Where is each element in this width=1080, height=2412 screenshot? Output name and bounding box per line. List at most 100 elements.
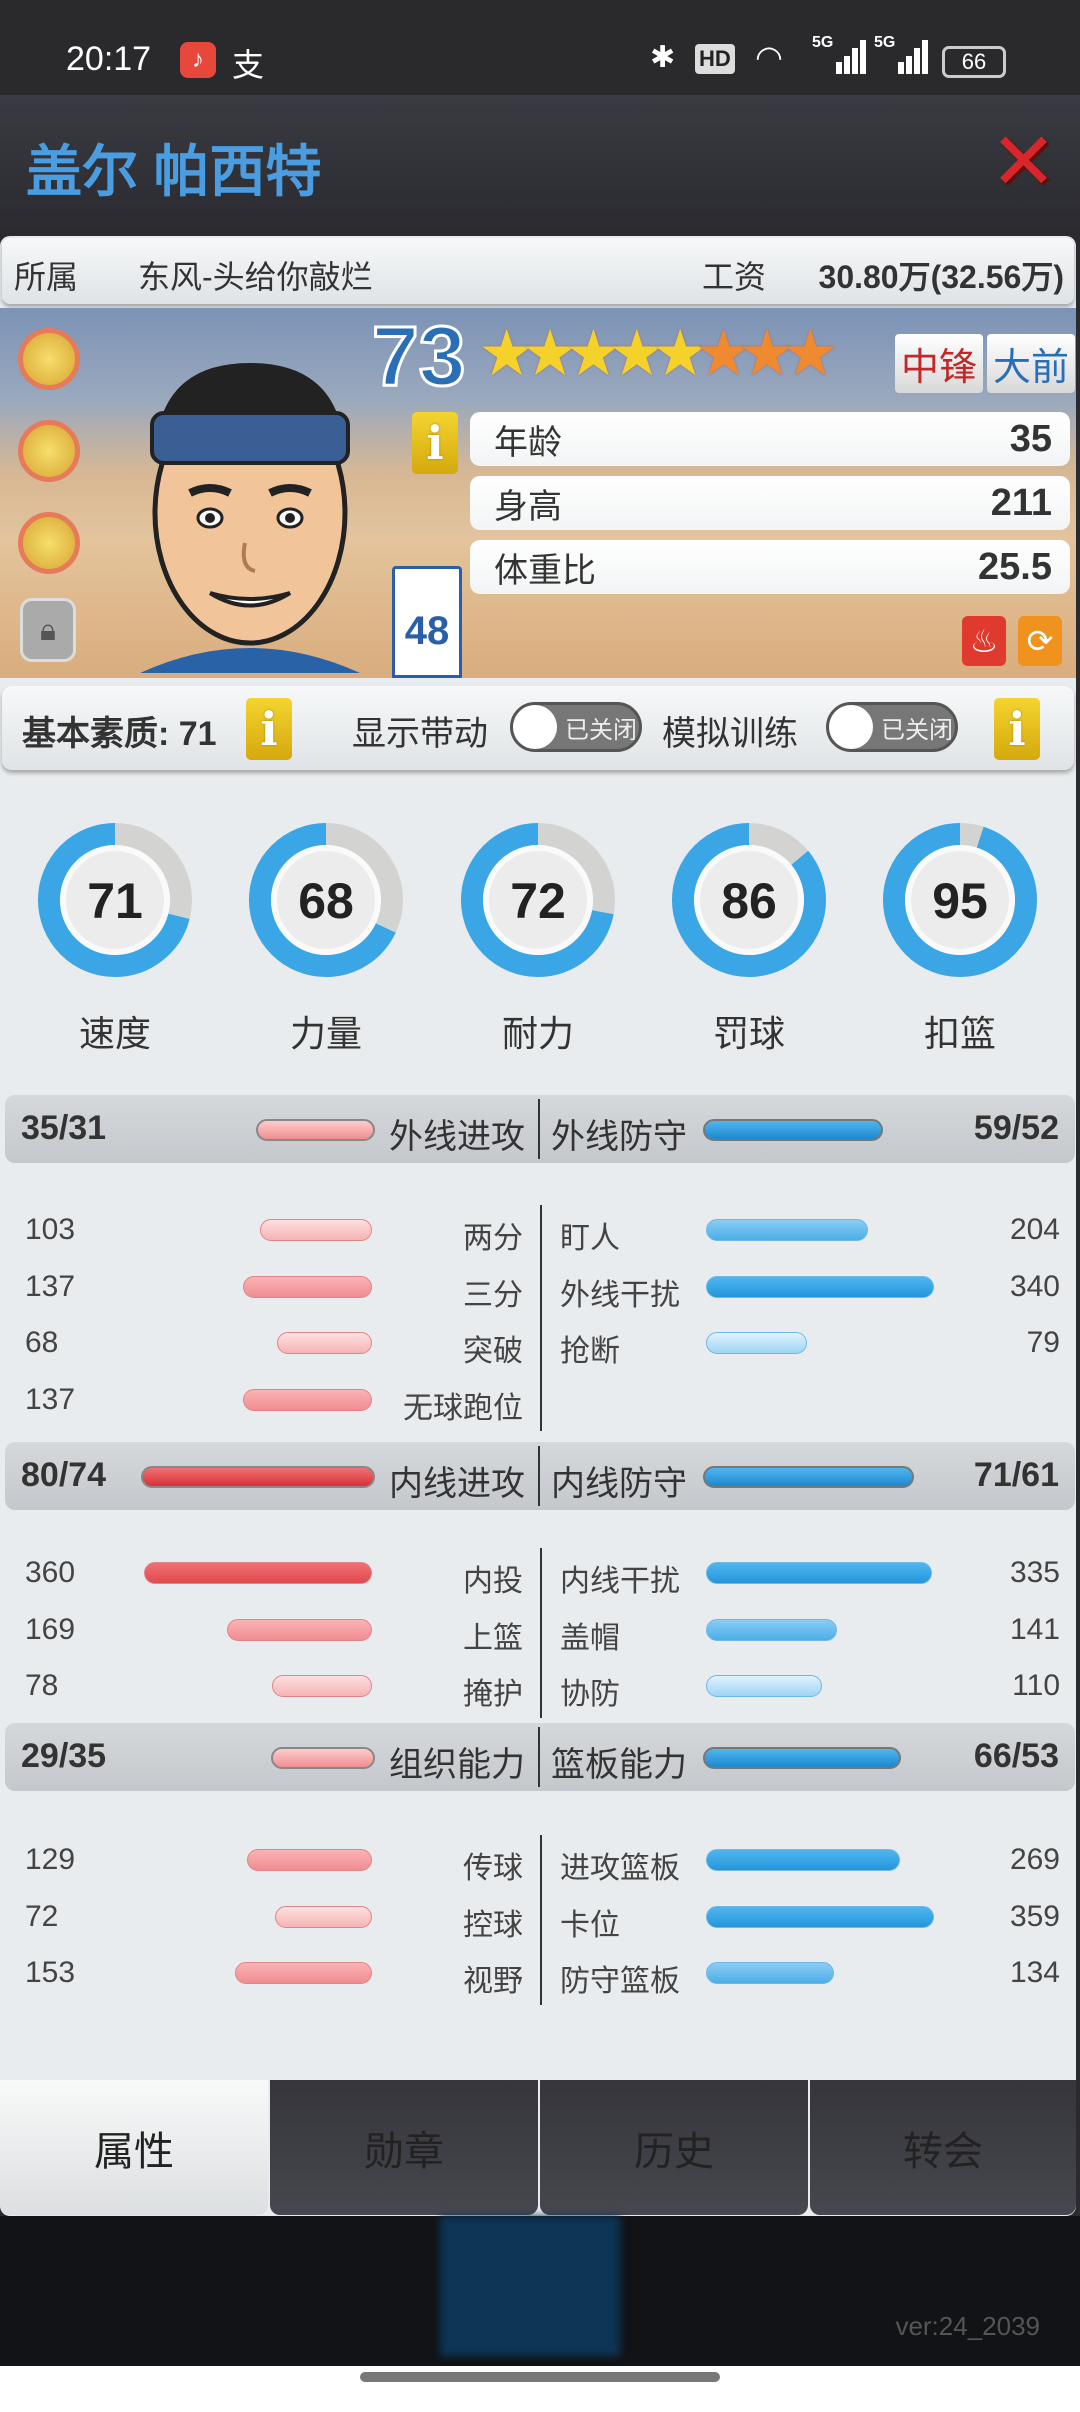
stat-value: 78 xyxy=(25,1669,59,1702)
column-divider xyxy=(540,1205,542,1431)
stat-row-right: 卡位 359 xyxy=(0,1892,1080,1942)
stat-row-right: 内线干扰 335 xyxy=(0,1548,1080,1598)
stat-bar xyxy=(706,1618,838,1641)
gauge-fill xyxy=(883,823,1037,977)
bluetooth-icon: ✱ xyxy=(650,41,676,74)
stat-label: 进攻篮板 xyxy=(560,1852,680,1885)
status-time: 20:17 xyxy=(66,40,152,78)
badge-board-icon[interactable] xyxy=(18,420,80,482)
gauge-ring xyxy=(461,823,615,977)
gauge-ring xyxy=(38,823,192,977)
age-label: 年龄 xyxy=(494,423,562,462)
gauge-fill xyxy=(672,823,826,977)
network-label: 5G xyxy=(874,34,896,51)
wifi-icon: ◠ xyxy=(755,39,783,75)
stat-bar xyxy=(144,1562,372,1584)
gauge-label: 力量 xyxy=(289,1013,362,1054)
basic-attributes-row: 基本素质: 71 i 显示带动 已关闭 模拟训练 已关闭 i xyxy=(2,686,1074,770)
gauge-fill xyxy=(461,823,615,977)
stat-row-right: 进攻篮板 269 xyxy=(0,1835,1080,1885)
star-icon: ★ xyxy=(738,317,795,389)
gauge-2: 72 耐力 xyxy=(458,810,618,1070)
stat-label: 无球跑位 xyxy=(403,1391,523,1425)
stat-value: 204 xyxy=(1009,1213,1060,1246)
stat-value: 68 xyxy=(25,1326,59,1359)
stat-row-right: 盯人 204 xyxy=(0,1205,1080,1255)
tab-transfer[interactable]: 转会 xyxy=(810,2080,1076,2215)
fire-icon[interactable]: ♨ xyxy=(962,616,1006,666)
tab-history[interactable]: 历史 xyxy=(540,2080,808,2215)
stat-label: 内线干扰 xyxy=(560,1565,680,1598)
swap-icon[interactable]: ⟳ xyxy=(1018,616,1062,666)
star-icon: ★ xyxy=(694,317,752,389)
stat-value: 335 xyxy=(1009,1556,1060,1589)
position-tags: 中锋 大前 xyxy=(895,334,1076,393)
nav-bar xyxy=(0,2366,1080,2412)
stat-label: 突破 xyxy=(463,1335,523,1368)
stat-row-left: 153 视野 xyxy=(0,1948,1080,1998)
left-section-title: 组织能力 xyxy=(389,1746,525,1784)
left-section-value: 29/35 xyxy=(21,1737,107,1775)
stat-label: 两分 xyxy=(463,1222,523,1255)
stat-row-right: 外线干扰 340 xyxy=(0,1262,1080,1312)
tab-medals[interactable]: 勋章 xyxy=(270,2080,538,2215)
section-header: 29/35 组织能力 篮板能力 66/53 xyxy=(5,1723,1075,1791)
badge-ball-icon[interactable] xyxy=(18,512,80,574)
stat-label: 掩护 xyxy=(463,1678,523,1711)
status-bar: 20:17 ♪ 支 ✱ HD ◠ 5G 5G 66 xyxy=(0,0,1080,95)
stat-row-right: 抢断 79 xyxy=(0,1318,1080,1368)
sim-training-toggle[interactable]: 已关闭 xyxy=(826,702,958,752)
training-info-icon[interactable]: i xyxy=(994,698,1040,760)
team-name: 东风-头给你敲烂 xyxy=(138,259,373,295)
stat-bar xyxy=(706,1219,868,1241)
battery-icon: 66 xyxy=(942,46,1006,78)
toggle-state: 已关闭 xyxy=(881,716,953,744)
info-icon[interactable]: i xyxy=(412,412,458,474)
gauge-label: 扣篮 xyxy=(923,1013,996,1054)
height-value: 211 xyxy=(990,481,1052,524)
gauge-value: 95 xyxy=(932,873,988,929)
right-section-bar xyxy=(703,1119,884,1141)
stat-label: 控球 xyxy=(463,1908,523,1942)
title-bar: 盖尔 帕西特 ✕ xyxy=(0,95,1080,235)
tab-attributes[interactable]: 属性 xyxy=(0,2080,268,2215)
gauge-ring xyxy=(672,823,826,977)
gauge-fill xyxy=(38,823,192,977)
gauge-label: 耐力 xyxy=(501,1013,574,1054)
star-icon: ★ xyxy=(564,317,622,389)
signal-icon-1: 5G xyxy=(812,34,870,74)
stat-bar xyxy=(246,1849,372,1871)
gauge-3: 86 罚球 xyxy=(669,810,829,1070)
signal-icon-2: 5G xyxy=(874,34,932,74)
close-icon[interactable]: ✕ xyxy=(990,117,1058,206)
stat-value: 360 xyxy=(25,1556,76,1589)
star-icon: ★ xyxy=(521,317,578,389)
stat-value: 110 xyxy=(1012,1669,1060,1702)
basic-info-icon[interactable]: i xyxy=(246,698,292,760)
lock-icon[interactable]: 🔒︎ xyxy=(20,598,76,662)
gauge-center xyxy=(905,845,1015,955)
star-icon: ★ xyxy=(608,317,665,389)
section-divider xyxy=(538,1446,540,1506)
stat-row-left: 360 内投 xyxy=(0,1548,1080,1598)
gauge-ring xyxy=(883,823,1037,977)
badge-shoes-icon[interactable] xyxy=(18,328,80,390)
gauge-center xyxy=(60,845,170,955)
gauge-4: 95 扣篮 xyxy=(880,810,1040,1070)
right-section-title: 外线防守 xyxy=(551,1118,687,1156)
stat-label: 内投 xyxy=(463,1565,523,1598)
stat-label: 协防 xyxy=(560,1678,620,1711)
sim-training-label: 模拟训练 xyxy=(662,715,798,753)
star-icon: ★ xyxy=(781,317,839,389)
show-drive-toggle[interactable]: 已关闭 xyxy=(510,702,642,752)
stat-row-left: 137 三分 xyxy=(0,1262,1080,1312)
stat-bar xyxy=(235,1962,372,1984)
tab-label: 勋章 xyxy=(364,2129,444,2174)
home-indicator[interactable] xyxy=(360,2372,720,2382)
stat-row-left: 78 掩护 xyxy=(0,1661,1080,1711)
core-attribute-gauges: 71 速度 68 力量 72 耐力 86 罚球 95 扣篮 xyxy=(0,810,1080,1070)
alipay-icon: 支 xyxy=(232,47,265,83)
gauge-center xyxy=(271,845,381,955)
stat-label: 盯人 xyxy=(560,1222,620,1255)
player-avatar xyxy=(140,363,360,673)
